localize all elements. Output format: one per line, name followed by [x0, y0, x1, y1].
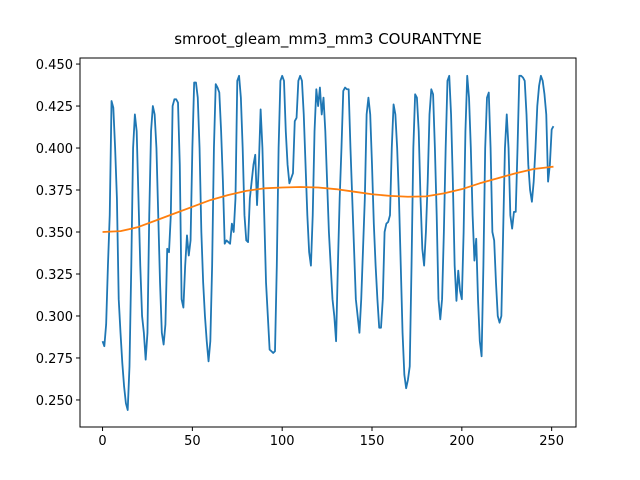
x-tick-label: 250 [539, 434, 564, 449]
data-line [102, 165, 554, 233]
x-tick-label: 0 [98, 434, 106, 449]
x-tick-label: 50 [184, 434, 201, 449]
x-tick-label: 200 [449, 434, 474, 449]
y-tick-label: 0.450 [36, 58, 73, 73]
data-line [101, 74, 555, 411]
y-tick-label: 0.375 [36, 184, 73, 199]
y-tick-label: 0.400 [36, 142, 73, 157]
y-tick-label: 0.425 [36, 100, 73, 115]
x-tick-label: 100 [270, 434, 295, 449]
plot-frame [79, 57, 577, 428]
y-tick-label: 0.325 [36, 268, 73, 283]
x-tick-label: 150 [360, 434, 385, 449]
y-tick-label: 0.300 [36, 310, 73, 325]
y-tick-label: 0.350 [36, 226, 73, 241]
y-tick-label: 0.275 [36, 352, 73, 367]
y-tick-label: 0.250 [36, 394, 73, 409]
chart-title: smroot_gleam_mm3_mm3 COURANTYNE [174, 30, 482, 49]
